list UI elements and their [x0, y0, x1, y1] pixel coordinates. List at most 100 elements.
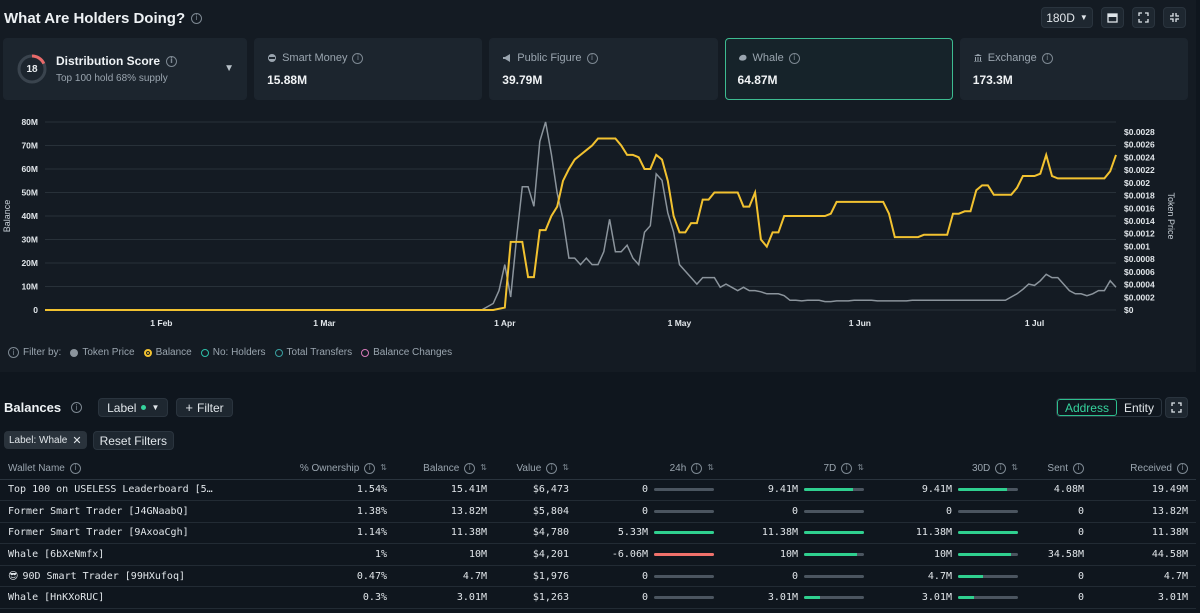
collapse-button[interactable]: [1163, 7, 1186, 28]
calendar-button[interactable]: [1101, 7, 1124, 28]
reset-filters-button[interactable]: Reset Filters: [92, 431, 174, 450]
table-body: Top 100 on USELESS Leaderboard [5… 1.54% 1…: [0, 479, 1196, 610]
filter-balance-changes[interactable]: Balance Changes: [361, 347, 452, 358]
col-30d[interactable]: 30D i ⇅: [872, 458, 1026, 480]
score-ring: [17, 54, 47, 84]
info-icon[interactable]: i: [166, 55, 178, 67]
table-row[interactable]: Whale [HnKXoRUC] 0.3% 3.01M $1,263 0 3.01M 3.0…: [0, 586, 1196, 610]
wallet-name[interactable]: Former Smart Trader [J4GNaabQ]: [0, 500, 230, 523]
table-row[interactable]: Whale [6bXeNmfx] 1% 10M $4,201 -6.06M 10M 10M 3…: [0, 543, 1196, 566]
info-icon[interactable]: i: [364, 462, 376, 474]
table-row[interactable]: Top 100 on USELESS Leaderboard [5… 1.54% 1…: [0, 479, 1196, 502]
info-icon[interactable]: i: [8, 347, 19, 358]
info-icon[interactable]: i: [691, 462, 703, 474]
y-axis-label: Balance: [2, 200, 12, 233]
sent-cell: 0: [1026, 522, 1092, 545]
sort-icon[interactable]: ⇅: [857, 463, 864, 473]
received-cell: 3.01M: [1092, 586, 1196, 610]
info-icon[interactable]: i: [1073, 462, 1084, 474]
megaphone-icon: [503, 54, 511, 62]
filter-balance[interactable]: Balance: [143, 347, 192, 358]
chevron-down-icon[interactable]: ▼: [224, 63, 235, 74]
col-label: Balance: [423, 462, 460, 474]
info-icon[interactable]: i: [1177, 462, 1188, 474]
whale-card[interactable]: Whale i 64.87M: [724, 38, 953, 100]
table-row[interactable]: 😎 90D Smart Trader [99HXufoq] 0.47% 4.7M $1,…: [0, 565, 1196, 588]
y-tick-label: 80M: [21, 117, 38, 127]
filter-total-transfers[interactable]: Total Transfers: [274, 347, 352, 358]
sort-icon[interactable]: ⇅: [562, 463, 569, 473]
value-cell: $5,804: [495, 500, 577, 523]
balance-cell: 4.7M: [395, 565, 495, 588]
change-value: 0: [641, 505, 648, 517]
change-value: 0: [641, 484, 648, 496]
table-row[interactable]: Former Smart Trader [J4GNaabQ] 1.38% 13.82…: [0, 500, 1196, 523]
view-toggle: Address Entity: [1055, 398, 1162, 417]
info-icon[interactable]: i: [841, 462, 853, 474]
info-icon[interactable]: i: [352, 52, 364, 64]
col-ownership[interactable]: % Ownership i ⇅: [230, 458, 395, 480]
wallet-name[interactable]: 😎 90D Smart Trader [99HXufoq]: [0, 565, 230, 588]
info-icon[interactable]: i: [995, 462, 1007, 474]
table-expand-button[interactable]: [1165, 397, 1188, 418]
wallet-name[interactable]: Whale [6bXeNmfx]: [0, 543, 230, 566]
col-received[interactable]: Received i: [1092, 458, 1196, 480]
col-balance[interactable]: Balance i ⇅: [395, 458, 495, 480]
change-bar: [804, 596, 864, 600]
filter-chip[interactable]: Label: Whale ✕: [4, 431, 87, 449]
wallet-name-text: 90D Smart Trader [99HXufoq]: [22, 570, 185, 582]
fullscreen-button[interactable]: [1132, 7, 1155, 28]
wallet-name[interactable]: Whale [HnKXoRUC]: [0, 586, 230, 610]
wallet-name[interactable]: Former Smart Trader [9AxoaCgh]: [0, 522, 230, 545]
close-icon[interactable]: ✕: [72, 434, 82, 447]
range-select[interactable]: 180D ▼: [1041, 7, 1093, 28]
info-icon[interactable]: i: [464, 462, 476, 474]
sort-icon[interactable]: ⇅: [380, 463, 387, 473]
address-toggle[interactable]: Address: [1056, 399, 1117, 416]
wallet-name[interactable]: Top 100 on USELESS Leaderboard [5…: [0, 479, 230, 502]
info-icon[interactable]: i: [546, 462, 558, 474]
received-cell: 44.58M: [1092, 543, 1196, 566]
info-icon[interactable]: i: [71, 402, 83, 413]
received-cell: 19.49M: [1092, 479, 1196, 502]
sort-icon[interactable]: ⇅: [1011, 463, 1018, 473]
filter-button-label: Filter: [196, 400, 224, 415]
public-figure-card[interactable]: Public Figure i 39.79M: [489, 38, 718, 100]
filter-button[interactable]: + Filter: [176, 398, 233, 417]
smart-money-card[interactable]: Smart Money i 15.88M: [254, 38, 483, 100]
filter-label: Balance: [155, 347, 192, 358]
whale-icon: [738, 54, 747, 61]
info-icon[interactable]: i: [788, 52, 800, 64]
info-icon[interactable]: i: [1041, 52, 1053, 64]
col-7d[interactable]: 7D i ⇅: [722, 458, 872, 480]
sort-icon[interactable]: ⇅: [707, 463, 714, 473]
col-wallet-name[interactable]: Wallet Name i: [0, 458, 230, 480]
label-dropdown[interactable]: Label ▼: [98, 398, 169, 417]
table-row[interactable]: Former Smart Trader [9AxoaCgh] 1.14% 11.38…: [0, 522, 1196, 545]
plus-icon: +: [185, 400, 193, 415]
reset-filters-label: Reset Filters: [99, 433, 167, 448]
info-icon[interactable]: i: [191, 12, 203, 24]
expand-icon: [1171, 402, 1182, 413]
filter-holders[interactable]: No: Holders: [200, 347, 266, 358]
collapse-icon: [1170, 13, 1179, 22]
entity-toggle[interactable]: Entity: [1123, 400, 1154, 415]
y2-tick-label: $0.0026: [1124, 140, 1155, 150]
sort-icon[interactable]: ⇅: [480, 463, 487, 473]
info-icon[interactable]: i: [586, 52, 598, 64]
col-label: Sent: [1047, 462, 1068, 474]
col-24h[interactable]: 24h i ⇅: [577, 458, 722, 480]
y-tick-label: 60M: [21, 164, 38, 174]
expand-icon: [1138, 12, 1149, 23]
col-value[interactable]: Value i ⇅: [495, 458, 577, 480]
exchange-card[interactable]: Exchange i 173.3M: [959, 38, 1188, 100]
filter-token-price[interactable]: Token Price: [70, 347, 135, 358]
holders-chart: 80M 70M 60M 50M 40M 30M 20M 10M 0 $0.0028 $0.0026…: [2, 117, 1176, 328]
balance-cell: 15.41M: [395, 479, 495, 502]
distribution-score-card[interactable]: 18 Distribution Score i Top 100 hold 68%…: [3, 38, 248, 100]
info-icon[interactable]: i: [69, 462, 81, 474]
filter-by-text: Filter by:: [23, 347, 62, 358]
holder-cards: 18 Distribution Score i Top 100 hold 68%…: [3, 38, 1188, 100]
col-sent[interactable]: Sent i: [1026, 458, 1092, 480]
change-7d-cell: 9.41M: [722, 479, 872, 502]
